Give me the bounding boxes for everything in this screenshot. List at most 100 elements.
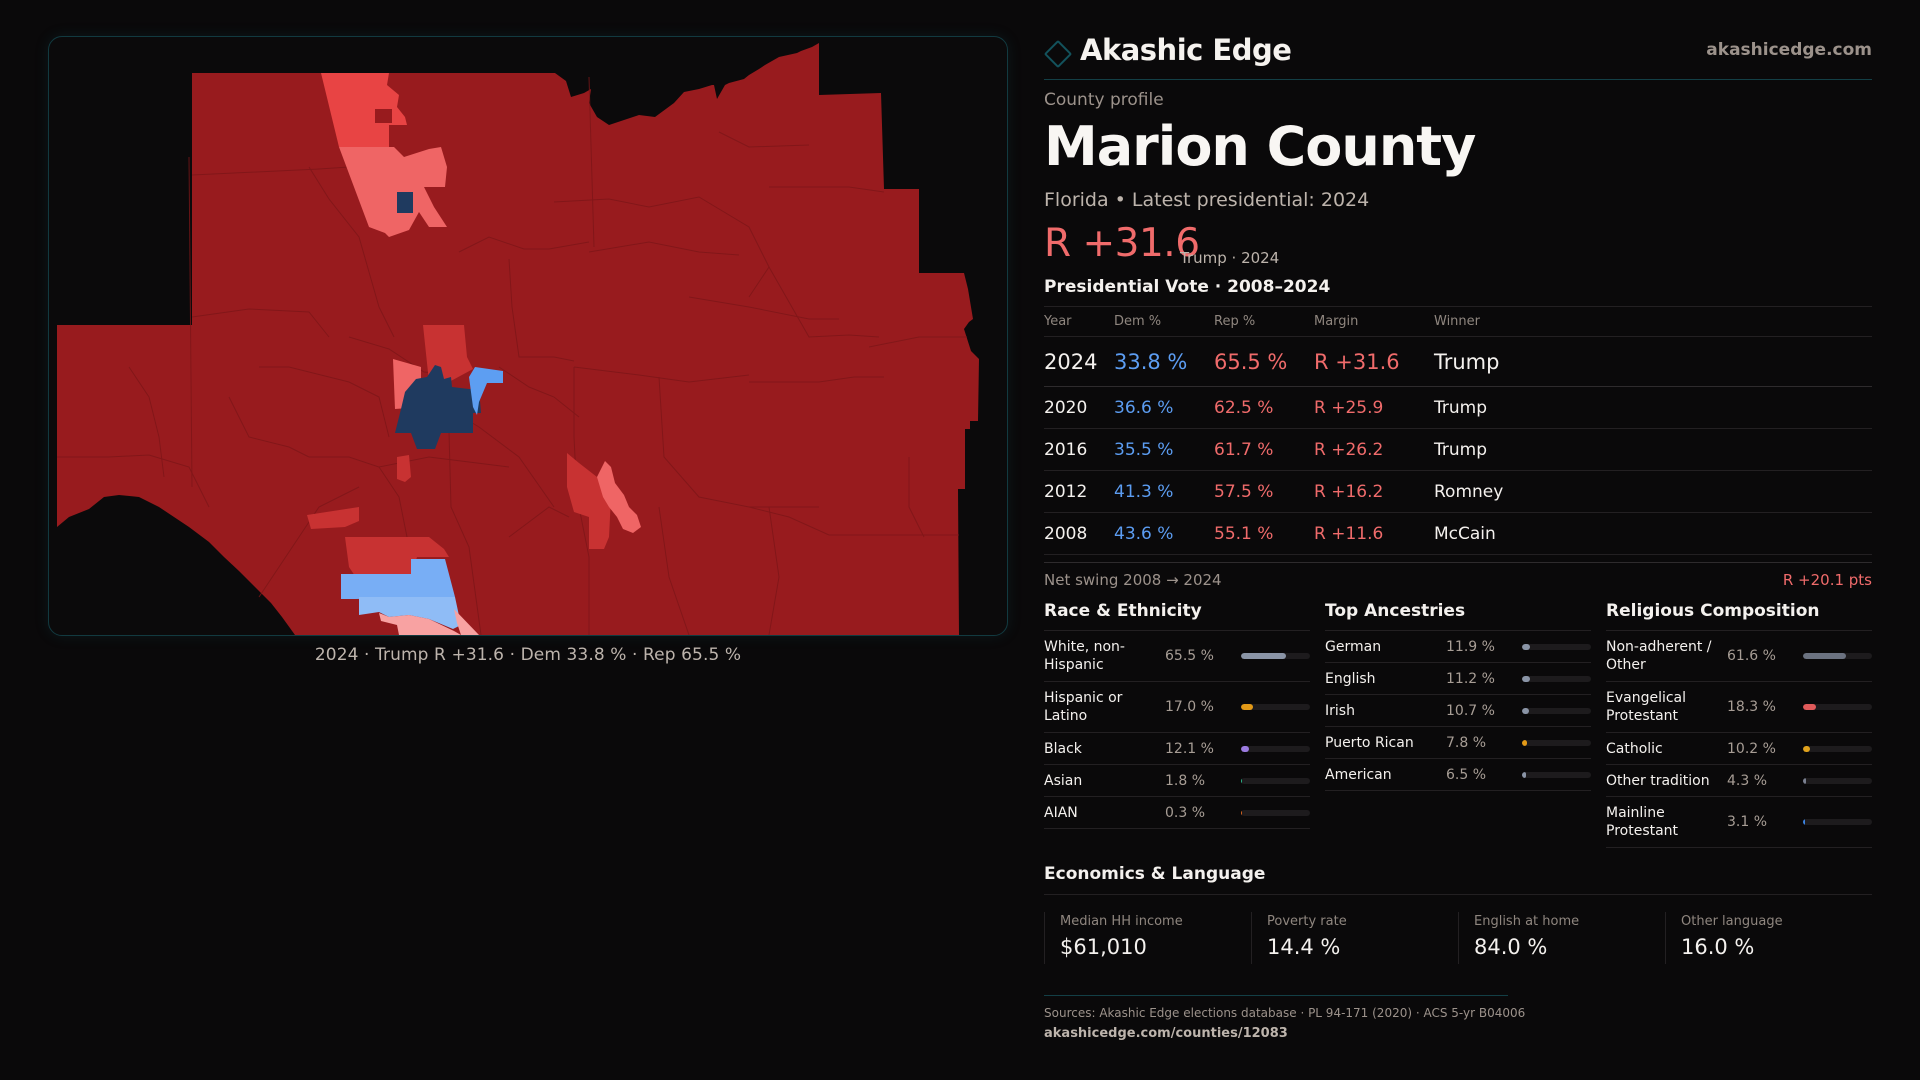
cell-year: 2008	[1044, 523, 1088, 544]
item-label: English	[1325, 670, 1376, 687]
page-title: Marion County	[1044, 115, 1476, 178]
stat-card-income: Median HH income $61,010	[1044, 912, 1251, 964]
net-swing-value: R +20.1 pts	[1782, 571, 1872, 589]
item-bar-fill	[1522, 675, 1530, 682]
item-bar-fill	[1241, 809, 1243, 816]
results-title: Presidential Vote · 2008–2024	[1044, 277, 1331, 297]
page-subtitle: Florida • Latest presidential: 2024	[1044, 189, 1370, 211]
stat-card-english: English at home 84.0 %	[1458, 912, 1665, 964]
economics-cards: Median HH income $61,010 Poverty rate 14…	[1044, 912, 1872, 964]
stat-value: $61,010	[1060, 935, 1147, 959]
item-label: Mainline Protestant	[1606, 805, 1679, 839]
cell-rep: 65.5 %	[1214, 349, 1288, 374]
headline-margin-detail: Trump · 2024	[1180, 249, 1280, 267]
table-row: 2024 33.8 % 65.5 % R +31.6 Trump	[1044, 337, 1872, 387]
county-profile-panel: Akashic Edge akashicedge.com County prof…	[1043, 0, 1872, 1080]
race-ethnicity-section: Race & Ethnicity White, non-Hispanic 65.…	[1044, 601, 1310, 829]
economics-title: Economics & Language	[1044, 864, 1872, 895]
item-label: White, non-Hispanic	[1044, 639, 1125, 673]
item-bar-fill	[1803, 745, 1811, 752]
county-url-link[interactable]: akashicedge.com/counties/12083	[1044, 1026, 1288, 1041]
precinct-map-panel[interactable]	[48, 36, 1008, 636]
item-label: Catholic	[1606, 740, 1663, 757]
item-bar-fill	[1803, 704, 1816, 710]
table-row: 2012 41.3 % 57.5 % R +16.2 Romney	[1044, 471, 1872, 513]
cell-rep: 62.5 %	[1214, 397, 1274, 418]
item-bar	[1522, 675, 1591, 682]
item-bar	[1241, 653, 1310, 659]
brand[interactable]: Akashic Edge	[1043, 30, 1292, 70]
results-table: Year Dem % Rep % Margin Winner 2024 33.8…	[1044, 306, 1872, 563]
stat-value: 84.0 %	[1474, 935, 1548, 959]
list-item: Asian 1.8 %	[1044, 765, 1310, 797]
list-item: Catholic 10.2 %	[1606, 733, 1872, 765]
item-label: American	[1325, 766, 1392, 783]
list-item: Hispanic or Latino 17.0 %	[1044, 682, 1310, 733]
item-label: Black	[1044, 740, 1082, 757]
map-caption: 2024 · Trump R +31.6 · Dem 33.8 % · Rep …	[314, 645, 742, 665]
item-value: 10.2 %	[1727, 740, 1776, 757]
item-label: Irish	[1325, 702, 1355, 719]
precinct-dem-light-south	[359, 597, 461, 629]
eyebrow: County profile	[1044, 90, 1164, 110]
cell-year: 2024	[1044, 349, 1098, 374]
precinct-rep-med-south	[345, 537, 449, 582]
cell-rep: 55.1 %	[1214, 523, 1274, 544]
precinct-rep-lean-north	[321, 73, 407, 147]
precinct-dem-med-south	[341, 559, 455, 599]
cell-year: 2016	[1044, 439, 1088, 460]
col-year: Year	[1044, 314, 1072, 329]
item-bar	[1241, 704, 1310, 710]
item-bar	[1241, 745, 1310, 752]
precinct-rep-light-east	[597, 461, 641, 533]
cell-dem: 36.6 %	[1114, 397, 1174, 418]
item-label: AIAN	[1044, 804, 1078, 821]
stat-card-poverty: Poverty rate 14.4 %	[1251, 912, 1458, 964]
cell-dem: 41.3 %	[1114, 481, 1174, 502]
net-swing-label: Net swing 2008 → 2024	[1044, 571, 1222, 589]
site-link[interactable]: akashicedge.com	[1706, 40, 1872, 60]
list-item: Puerto Rican 7.8 %	[1325, 727, 1591, 759]
item-value: 0.3 %	[1165, 804, 1206, 821]
ancestry-section: Top Ancestries German 11.9 % English 11.…	[1325, 601, 1591, 791]
list-item: Evangelical Protestant 18.3 %	[1606, 682, 1872, 733]
map-county-base	[57, 43, 979, 635]
cell-winner: McCain	[1434, 523, 1496, 544]
item-bar-fill	[1522, 707, 1530, 714]
cell-margin: R +31.6	[1314, 349, 1400, 374]
stat-label: Median HH income	[1060, 914, 1183, 929]
item-bar	[1803, 777, 1872, 784]
cell-winner: Trump	[1434, 439, 1488, 460]
cell-margin: R +25.9	[1314, 397, 1384, 418]
precinct-map[interactable]	[49, 37, 1007, 635]
cell-year: 2012	[1044, 481, 1088, 502]
item-bar	[1522, 739, 1591, 746]
item-value: 6.5 %	[1446, 766, 1487, 783]
item-label: German	[1325, 638, 1382, 655]
col-winner: Winner	[1434, 314, 1481, 329]
item-value: 10.7 %	[1446, 702, 1495, 719]
item-bar	[1803, 819, 1872, 825]
precinct-dem-med-central	[469, 367, 503, 415]
cell-margin: R +16.2	[1314, 481, 1384, 502]
table-row: 2016 35.5 % 61.7 % R +26.2 Trump	[1044, 429, 1872, 471]
item-value: 1.8 %	[1165, 772, 1206, 789]
item-bar-fill	[1241, 704, 1253, 710]
item-bar	[1803, 704, 1872, 710]
header-divider	[1044, 79, 1872, 80]
item-bar-fill	[1241, 745, 1250, 752]
item-value: 11.9 %	[1446, 638, 1495, 655]
table-row: 2020 36.6 % 62.5 % R +25.9 Trump	[1044, 387, 1872, 429]
section-title: Religious Composition	[1606, 601, 1872, 631]
item-bar-fill	[1803, 777, 1806, 784]
item-value: 11.2 %	[1446, 670, 1495, 687]
item-bar-fill	[1241, 777, 1243, 784]
item-value: 3.1 %	[1727, 814, 1768, 830]
sources-note: Sources: Akashic Edge elections database…	[1044, 1006, 1526, 1020]
brand-name: Akashic Edge	[1080, 33, 1292, 67]
cell-rep: 61.7 %	[1214, 439, 1274, 460]
table-row: 2008 43.6 % 55.1 % R +11.6 McCain	[1044, 513, 1872, 555]
precinct-dem-strong-central	[395, 365, 481, 449]
net-swing: Net swing 2008 → 2024 R +20.1 pts	[1044, 571, 1872, 589]
item-label: Evangelical Protestant	[1606, 690, 1687, 724]
